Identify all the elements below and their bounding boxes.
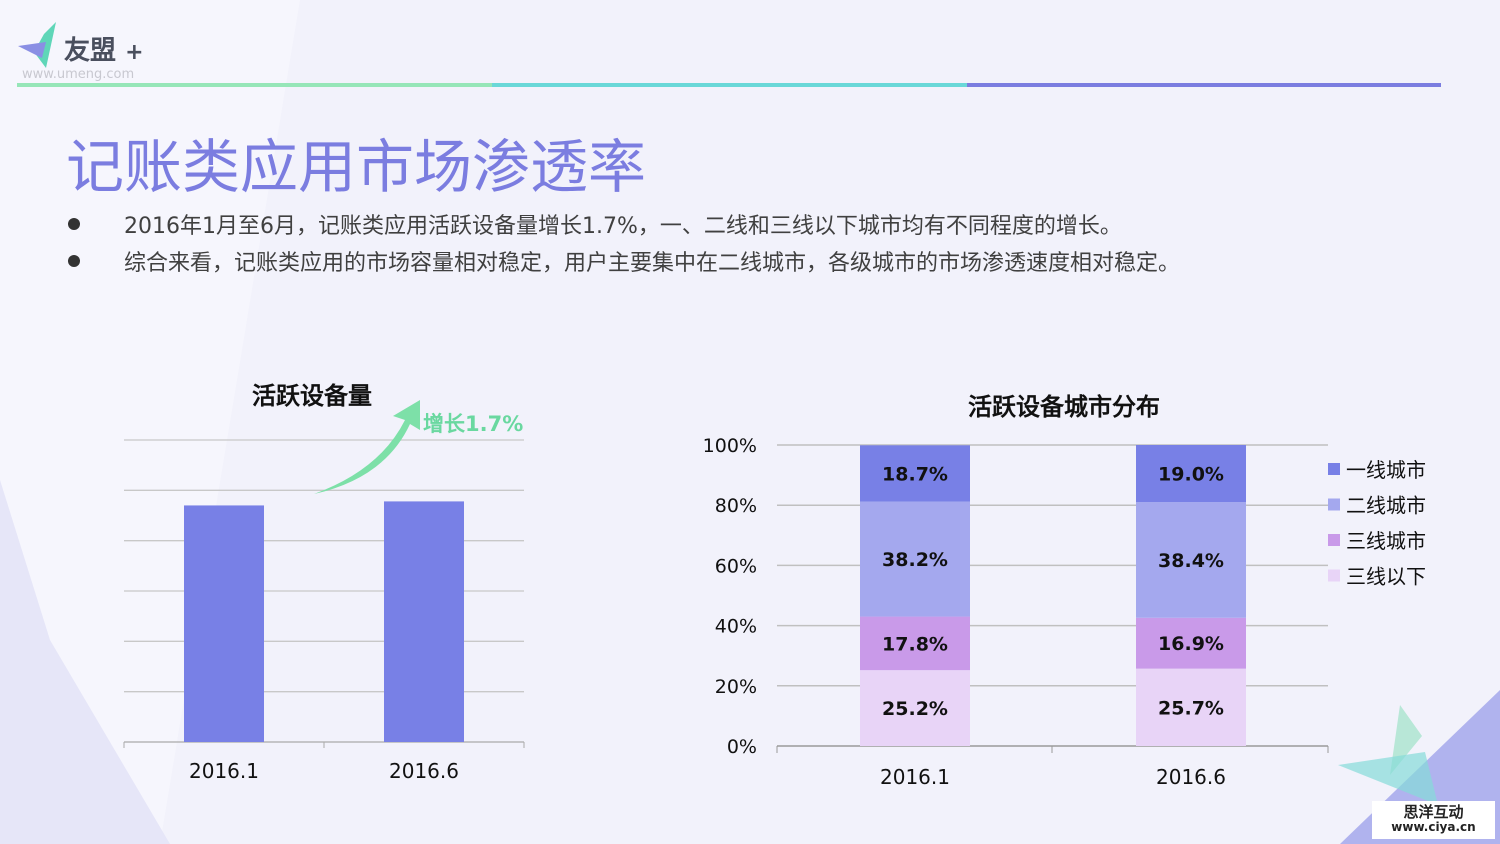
page-title: 记账类应用市场渗透率 (66, 133, 647, 201)
top-divider (967, 83, 1441, 87)
data-label: 38.4% (1158, 550, 1224, 572)
data-label: 16.9% (1158, 633, 1224, 655)
legend-swatch (1328, 498, 1340, 511)
legend-label: 三线以下 (1346, 565, 1426, 589)
x-tick-label: 2016.6 (389, 759, 459, 783)
bar (184, 505, 264, 742)
legend-label: 二线城市 (1346, 494, 1426, 518)
y-tick-label: 0% (727, 736, 757, 758)
top-divider (492, 83, 967, 87)
legend-label: 三线城市 (1346, 529, 1426, 553)
stacked-bar-segment (1136, 502, 1246, 618)
watermark: 思洋互动 www.ciya.cn (1372, 801, 1495, 839)
x-tick-label: 2016.1 (189, 759, 259, 783)
stacked-bar-segment (1136, 445, 1246, 503)
bullet-item: 2016年1月至6月，记账类应用活跃设备量增长1.7%，一、二线和三线以下城市均… (68, 205, 1180, 242)
bullet-item: 综合来看，记账类应用的市场容量相对稳定，用户主要集中在二线城市，各级城市的市场渗… (68, 242, 1180, 279)
top-divider (17, 83, 492, 87)
x-tick-label: 2016.1 (880, 765, 950, 789)
data-label: 17.8% (882, 633, 948, 655)
stacked-bar-segment (1136, 617, 1246, 669)
logo-text: 友盟 + (64, 36, 144, 66)
legend-swatch (1328, 534, 1340, 546)
y-tick-label: 40% (715, 616, 757, 638)
logo-url: www.umeng.com (22, 67, 135, 82)
stacked-bar-segment (860, 445, 970, 502)
chart-title: 活跃设备城市分布 (968, 393, 1160, 421)
y-tick-label: 60% (715, 555, 757, 577)
growth-arrow-icon (314, 400, 420, 494)
umeng-logo-icon (18, 22, 56, 68)
legend-swatch (1328, 569, 1340, 582)
bar (384, 501, 464, 742)
y-tick-label: 20% (715, 676, 757, 698)
data-label: 38.2% (882, 549, 948, 571)
stacked-bar-segment (1136, 668, 1246, 746)
x-tick-label: 2016.6 (1156, 765, 1226, 789)
chart-title: 活跃设备量 (252, 382, 372, 410)
legend-label: 一线城市 (1346, 458, 1426, 482)
y-tick-label: 100% (703, 435, 757, 457)
stacked-bar-segment (860, 616, 970, 671)
legend-swatch (1328, 463, 1340, 475)
y-tick-label: 80% (715, 495, 757, 517)
growth-annotation: 增长1.7% (423, 412, 523, 436)
stacked-bar-segment (860, 501, 970, 617)
data-label: 25.2% (882, 698, 948, 720)
data-label: 19.0% (1158, 464, 1224, 486)
data-label: 18.7% (882, 463, 948, 485)
data-label: 25.7% (1158, 697, 1224, 719)
stacked-bar-segment (860, 670, 970, 746)
bullet-list: 2016年1月至6月，记账类应用活跃设备量增长1.7%，一、二线和三线以下城市均… (68, 205, 1180, 279)
